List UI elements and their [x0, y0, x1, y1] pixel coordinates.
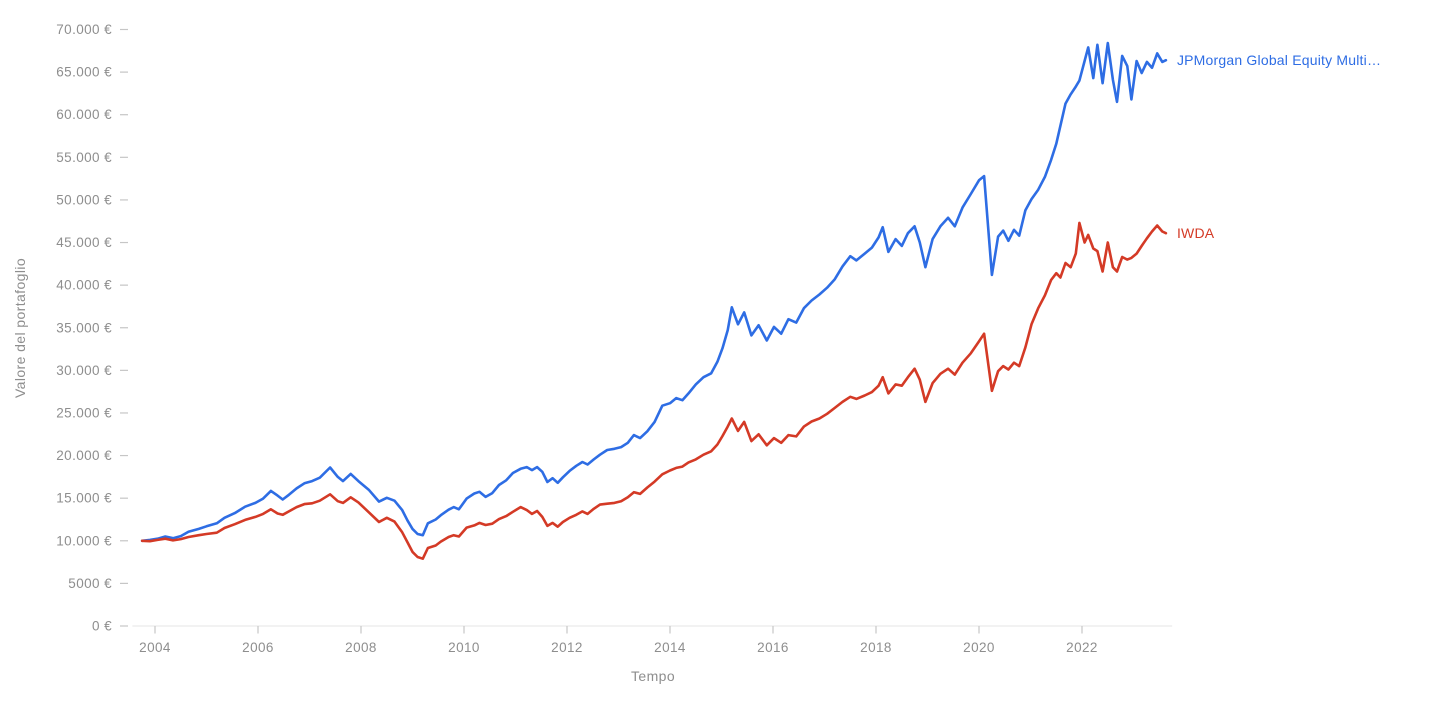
y-tick-label: 20.000 €: [56, 448, 112, 463]
y-tick-label: 15.000 €: [56, 491, 112, 506]
x-tick-label: 2018: [860, 640, 892, 655]
x-tick-label: 2014: [654, 640, 686, 655]
y-tick-label: 25.000 €: [56, 405, 112, 420]
jpmorgan-series-label: JPMorgan Global Equity Multi…: [1177, 52, 1381, 68]
y-tick-label: 50.000 €: [56, 192, 112, 207]
y-tick-label: 45.000 €: [56, 235, 112, 250]
y-tick-label: 60.000 €: [56, 107, 112, 122]
x-tick-label: 2012: [551, 640, 583, 655]
series-layer: JPMorgan Global Equity Multi… IWDA: [140, 41, 1381, 561]
y-axis-title: Valore del portafoglio: [12, 258, 28, 398]
axes-layer: 0 € 5000 € 10.000 € 15.000 € 20.000 € 25.000 …: [56, 22, 1173, 655]
x-axis-title: Tempo: [631, 668, 675, 684]
x-tick-label: 2010: [448, 640, 480, 655]
y-tick-label: 30.000 €: [56, 363, 112, 378]
y-tick-label: 70.000 €: [56, 22, 112, 37]
y-tick-label: 5000 €: [68, 576, 112, 591]
y-tick-label: 35.000 €: [56, 320, 112, 335]
y-tick-label: 55.000 €: [56, 150, 112, 165]
x-tick-label: 2008: [345, 640, 377, 655]
x-tick-label: 2016: [757, 640, 789, 655]
iwda-series-label: IWDA: [1177, 225, 1215, 241]
x-tick-label: 2004: [139, 640, 171, 655]
y-tick-label: 0 €: [92, 619, 112, 634]
iwda-series-line[interactable]: [140, 221, 1168, 561]
y-tick-label: 40.000 €: [56, 278, 112, 293]
x-tick-label: 2020: [963, 640, 995, 655]
y-tick-label: 10.000 €: [56, 533, 112, 548]
jpmorgan-series-line[interactable]: [140, 41, 1168, 543]
x-tick-label: 2022: [1066, 640, 1098, 655]
y-tick-label: 65.000 €: [56, 65, 112, 80]
x-tick-label: 2006: [242, 640, 274, 655]
